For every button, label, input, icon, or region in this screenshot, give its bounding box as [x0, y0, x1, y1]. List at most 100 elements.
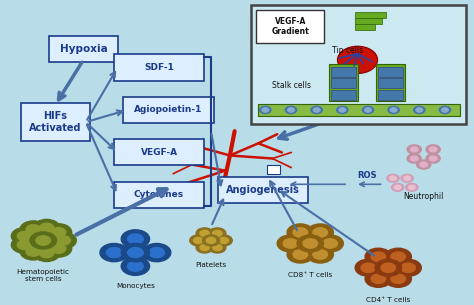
Circle shape	[190, 235, 207, 246]
Text: ROS: ROS	[357, 171, 377, 180]
FancyBboxPatch shape	[251, 5, 466, 124]
Text: VEGF-A
Gradient: VEGF-A Gradient	[272, 17, 309, 36]
Circle shape	[51, 228, 66, 237]
Text: VEGF-A: VEGF-A	[140, 148, 178, 157]
Circle shape	[390, 176, 396, 180]
Circle shape	[406, 183, 418, 191]
Circle shape	[297, 235, 323, 252]
Circle shape	[407, 145, 421, 154]
Circle shape	[11, 228, 38, 245]
FancyBboxPatch shape	[331, 78, 356, 88]
Circle shape	[202, 235, 219, 246]
Circle shape	[262, 108, 269, 112]
Circle shape	[128, 234, 143, 244]
Circle shape	[260, 106, 271, 113]
Circle shape	[375, 259, 401, 276]
Circle shape	[277, 235, 304, 252]
Circle shape	[417, 160, 431, 169]
Circle shape	[381, 263, 395, 272]
FancyBboxPatch shape	[114, 182, 204, 208]
Circle shape	[30, 232, 56, 249]
Text: Platelets: Platelets	[195, 262, 227, 268]
FancyBboxPatch shape	[355, 18, 382, 24]
Text: HIFs
Activated: HIFs Activated	[29, 111, 82, 133]
Circle shape	[285, 106, 297, 113]
Text: Neutrophil: Neutrophil	[403, 192, 444, 201]
Circle shape	[209, 242, 226, 253]
Circle shape	[34, 245, 60, 261]
Circle shape	[426, 154, 440, 163]
Circle shape	[395, 259, 421, 276]
Circle shape	[313, 228, 328, 237]
Circle shape	[404, 176, 410, 180]
Circle shape	[303, 239, 318, 248]
Circle shape	[337, 106, 348, 113]
Circle shape	[213, 230, 222, 236]
Circle shape	[410, 147, 418, 152]
Circle shape	[416, 108, 423, 112]
Circle shape	[20, 243, 46, 260]
Text: Monocytes: Monocytes	[116, 283, 155, 289]
Circle shape	[401, 263, 415, 272]
Circle shape	[26, 247, 41, 256]
FancyBboxPatch shape	[328, 64, 358, 101]
Circle shape	[200, 245, 210, 250]
Circle shape	[209, 228, 226, 239]
Circle shape	[439, 106, 451, 113]
Circle shape	[17, 231, 32, 241]
Circle shape	[414, 106, 425, 113]
Circle shape	[313, 108, 320, 112]
Circle shape	[385, 270, 411, 287]
Circle shape	[149, 248, 164, 258]
Circle shape	[392, 183, 404, 191]
Circle shape	[213, 245, 222, 250]
Circle shape	[288, 108, 294, 112]
Circle shape	[391, 252, 405, 261]
Text: Agiopoietin-1: Agiopoietin-1	[134, 106, 203, 114]
Circle shape	[56, 236, 70, 245]
Circle shape	[409, 185, 415, 189]
Text: Stalk cells: Stalk cells	[273, 81, 311, 90]
Text: CD8⁺ T cells: CD8⁺ T cells	[288, 272, 332, 278]
Circle shape	[143, 243, 171, 262]
Circle shape	[388, 106, 399, 113]
Circle shape	[287, 224, 314, 241]
Circle shape	[317, 235, 343, 252]
Text: Angiogenesis: Angiogenesis	[226, 185, 300, 196]
Circle shape	[293, 228, 308, 237]
Circle shape	[100, 243, 128, 262]
Circle shape	[50, 232, 76, 249]
Circle shape	[385, 248, 411, 265]
Circle shape	[39, 248, 54, 258]
Circle shape	[394, 185, 401, 189]
Circle shape	[36, 236, 51, 245]
Circle shape	[387, 174, 399, 182]
Circle shape	[355, 259, 382, 276]
Circle shape	[365, 108, 371, 112]
FancyBboxPatch shape	[378, 90, 403, 100]
FancyBboxPatch shape	[114, 139, 204, 166]
Circle shape	[121, 257, 150, 275]
FancyBboxPatch shape	[378, 78, 403, 88]
FancyBboxPatch shape	[355, 24, 375, 30]
Circle shape	[283, 239, 298, 248]
Circle shape	[429, 156, 437, 161]
Circle shape	[106, 248, 122, 258]
Circle shape	[17, 240, 32, 249]
Text: Hypoxia: Hypoxia	[60, 44, 107, 54]
Circle shape	[371, 252, 385, 261]
Circle shape	[401, 174, 413, 182]
Circle shape	[371, 274, 385, 283]
FancyBboxPatch shape	[267, 166, 281, 174]
Circle shape	[193, 237, 203, 243]
Circle shape	[365, 270, 392, 287]
Circle shape	[442, 108, 448, 112]
Circle shape	[121, 230, 150, 248]
FancyBboxPatch shape	[355, 12, 386, 18]
Circle shape	[362, 106, 374, 113]
FancyBboxPatch shape	[123, 97, 214, 123]
Circle shape	[311, 106, 322, 113]
Circle shape	[365, 248, 392, 265]
Circle shape	[339, 108, 346, 112]
Circle shape	[34, 219, 60, 236]
